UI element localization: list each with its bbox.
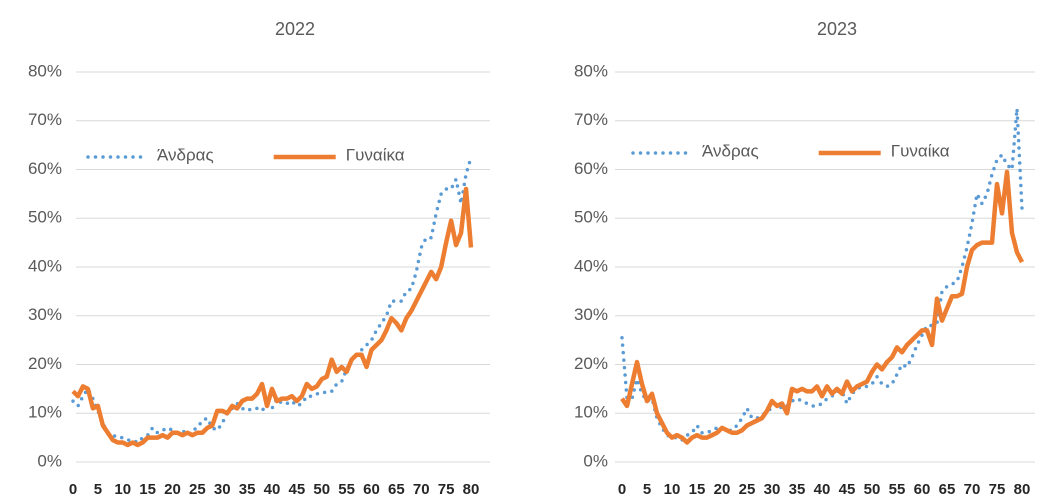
- legend-label: Γυναίκα: [891, 141, 950, 160]
- x-tick-label: 65: [939, 481, 956, 498]
- x-tick-label: 70: [413, 481, 430, 498]
- x-tick-label: 10: [114, 481, 131, 498]
- y-tick-label: 50%: [574, 208, 608, 227]
- x-tick-label: 40: [264, 481, 281, 498]
- x-tick-label: 40: [814, 481, 831, 498]
- x-tick-label: 50: [864, 481, 881, 498]
- legend-label: Άνδρας: [157, 145, 214, 164]
- x-tick-label: 25: [189, 481, 206, 498]
- x-tick-label: 35: [789, 481, 806, 498]
- x-tick-label: 60: [363, 481, 380, 498]
- y-tick-label: 70%: [574, 110, 608, 129]
- x-tick-label: 20: [714, 481, 731, 498]
- y-tick-label: 0%: [583, 451, 608, 470]
- x-tick-label: 65: [388, 481, 405, 498]
- y-tick-label: 40%: [574, 256, 608, 275]
- x-tick-label: 20: [164, 481, 181, 498]
- x-tick-label: 10: [664, 481, 681, 498]
- x-tick-label: 5: [94, 481, 102, 498]
- x-tick-label: 75: [989, 481, 1006, 498]
- x-tick-label: 45: [839, 481, 856, 498]
- x-tick-label: 30: [764, 481, 781, 498]
- x-tick-label: 80: [1014, 481, 1031, 498]
- y-tick-label: 50%: [28, 208, 62, 227]
- x-tick-label: 0: [618, 481, 626, 498]
- x-tick-label: 60: [914, 481, 931, 498]
- y-tick-label: 20%: [28, 354, 62, 373]
- y-tick-label: 60%: [574, 159, 608, 178]
- x-tick-label: 5: [643, 481, 651, 498]
- y-tick-label: 40%: [28, 256, 62, 275]
- series-line: [620, 169, 1025, 445]
- x-tick-label: 75: [438, 481, 455, 498]
- x-tick-label: 55: [889, 481, 906, 498]
- x-tick-label: 35: [239, 481, 256, 498]
- series-line: [71, 155, 473, 445]
- x-tick-label: 0: [69, 481, 77, 498]
- chart-title: 2023: [817, 19, 857, 39]
- x-tick-label: 80: [463, 481, 480, 498]
- y-tick-label: 10%: [28, 403, 62, 422]
- y-tick-label: 80%: [28, 61, 62, 80]
- series-line: [71, 186, 474, 448]
- x-tick-label: 15: [689, 481, 706, 498]
- legend-label: Γυναίκα: [346, 145, 405, 164]
- y-tick-label: 10%: [574, 403, 608, 422]
- x-tick-label: 25: [739, 481, 756, 498]
- x-tick-label: 30: [214, 481, 231, 498]
- x-tick-label: 45: [289, 481, 306, 498]
- x-tick-label: 70: [964, 481, 981, 498]
- y-tick-label: 30%: [574, 305, 608, 324]
- x-tick-label: 15: [139, 481, 156, 498]
- y-tick-label: 20%: [574, 354, 608, 373]
- chart-title: 2022: [275, 19, 315, 39]
- x-tick-label: 50: [313, 481, 330, 498]
- series-line: [620, 108, 1024, 443]
- y-tick-label: 70%: [28, 110, 62, 129]
- x-tick-label: 55: [338, 481, 355, 498]
- y-tick-label: 60%: [28, 159, 62, 178]
- legend-label: Άνδρας: [702, 141, 759, 160]
- y-tick-label: 0%: [37, 451, 62, 470]
- y-tick-label: 80%: [574, 61, 608, 80]
- y-tick-label: 30%: [28, 305, 62, 324]
